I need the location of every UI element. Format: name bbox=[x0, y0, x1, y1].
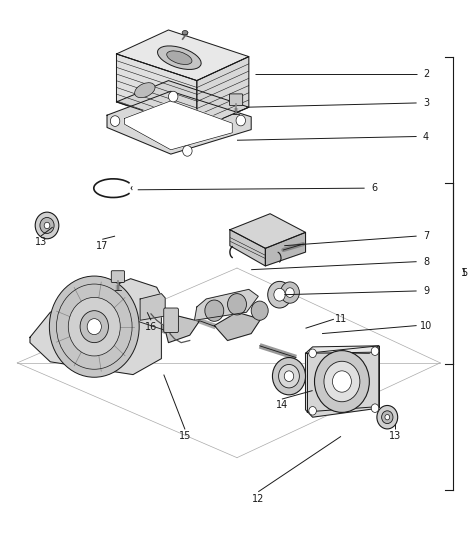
Polygon shape bbox=[306, 346, 379, 417]
Polygon shape bbox=[214, 312, 261, 341]
Ellipse shape bbox=[157, 46, 201, 69]
Circle shape bbox=[205, 300, 224, 321]
Circle shape bbox=[168, 91, 178, 102]
Circle shape bbox=[228, 294, 246, 315]
Polygon shape bbox=[107, 91, 251, 154]
Polygon shape bbox=[230, 214, 306, 248]
Polygon shape bbox=[140, 294, 165, 320]
Polygon shape bbox=[197, 57, 249, 130]
Circle shape bbox=[40, 217, 54, 233]
Polygon shape bbox=[165, 316, 199, 343]
FancyBboxPatch shape bbox=[111, 271, 125, 282]
Text: 4: 4 bbox=[423, 131, 429, 142]
Text: 9: 9 bbox=[423, 286, 429, 296]
FancyBboxPatch shape bbox=[164, 308, 178, 333]
Circle shape bbox=[382, 411, 393, 423]
Text: 7: 7 bbox=[423, 231, 429, 241]
Text: 13: 13 bbox=[389, 431, 401, 442]
Ellipse shape bbox=[135, 83, 155, 98]
Circle shape bbox=[385, 414, 390, 420]
Circle shape bbox=[182, 146, 192, 156]
Polygon shape bbox=[117, 54, 197, 129]
Circle shape bbox=[80, 311, 109, 343]
Circle shape bbox=[332, 371, 351, 392]
Polygon shape bbox=[306, 346, 379, 354]
Circle shape bbox=[324, 362, 360, 402]
Polygon shape bbox=[117, 30, 249, 81]
Text: 11: 11 bbox=[335, 314, 347, 324]
Polygon shape bbox=[30, 279, 161, 374]
Polygon shape bbox=[125, 101, 232, 150]
Circle shape bbox=[35, 212, 59, 239]
Polygon shape bbox=[117, 81, 249, 130]
Circle shape bbox=[284, 371, 294, 381]
FancyBboxPatch shape bbox=[229, 94, 243, 106]
Circle shape bbox=[281, 282, 300, 303]
Polygon shape bbox=[265, 232, 306, 266]
Text: 5: 5 bbox=[461, 269, 467, 278]
Text: 13: 13 bbox=[35, 238, 47, 247]
Text: 10: 10 bbox=[420, 320, 432, 331]
Circle shape bbox=[273, 358, 306, 395]
Circle shape bbox=[309, 406, 317, 415]
Circle shape bbox=[286, 288, 294, 297]
Circle shape bbox=[377, 405, 398, 429]
Circle shape bbox=[268, 281, 292, 308]
Text: 16: 16 bbox=[145, 321, 157, 332]
Text: 8: 8 bbox=[423, 257, 429, 266]
Text: 6: 6 bbox=[371, 183, 377, 193]
Circle shape bbox=[309, 349, 317, 358]
Circle shape bbox=[251, 301, 268, 320]
Circle shape bbox=[87, 319, 101, 335]
Polygon shape bbox=[194, 289, 258, 320]
Text: 17: 17 bbox=[96, 241, 109, 250]
Polygon shape bbox=[230, 230, 265, 266]
Ellipse shape bbox=[182, 30, 188, 35]
Circle shape bbox=[110, 116, 120, 127]
Text: 15: 15 bbox=[179, 431, 191, 442]
Circle shape bbox=[44, 222, 50, 229]
Circle shape bbox=[274, 288, 285, 301]
Circle shape bbox=[49, 276, 139, 377]
Text: 14: 14 bbox=[276, 400, 288, 411]
Circle shape bbox=[68, 297, 120, 356]
Circle shape bbox=[236, 115, 246, 126]
Circle shape bbox=[279, 365, 300, 388]
Circle shape bbox=[371, 404, 379, 412]
Text: 2: 2 bbox=[423, 69, 429, 79]
Text: 1: 1 bbox=[461, 268, 467, 278]
Circle shape bbox=[371, 347, 379, 356]
Text: 12: 12 bbox=[252, 494, 264, 504]
Text: 3: 3 bbox=[423, 98, 429, 108]
Ellipse shape bbox=[167, 51, 192, 65]
Circle shape bbox=[315, 351, 369, 412]
